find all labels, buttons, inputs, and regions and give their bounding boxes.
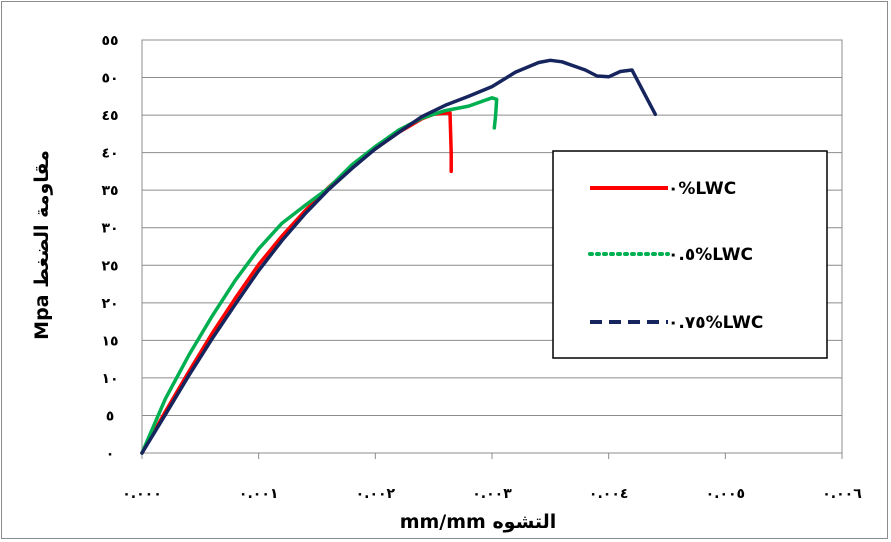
y-tick-label: ٣٠ <box>101 221 118 237</box>
y-tick-label: ٥٠ <box>101 71 118 87</box>
y-tick-label: ٢٠ <box>101 296 118 312</box>
y-axis-title: مقاومة الضغط Mpa <box>31 150 53 340</box>
x-tick-label: ٠.٠٠٢ <box>356 486 396 502</box>
y-tick-label: ٥ <box>106 408 115 424</box>
legend-label-1: ٠.٥%LWC <box>668 245 753 265</box>
y-axis-tick-labels: ٠ ٥ ١٠ ١٥ ٢٠ ٢٥ ٣٠ ٣٥ ٤٠ ٤٥ ٥٠ ٥٥ <box>101 33 118 462</box>
x-tick-label: ٠.٠٠٣ <box>472 486 512 502</box>
x-tick-label: ٠.٠٠١ <box>239 486 279 502</box>
x-axis-tick-labels: ٠.٠٠٠ ٠.٠٠١ ٠.٠٠٢ ٠.٠٠٣ ٠.٠٠٤ ٠.٠٠٥ ٠.٠٠٦ <box>122 486 862 502</box>
y-tick-label: ٥٥ <box>101 33 118 49</box>
y-tick-label: ٢٥ <box>101 258 118 274</box>
x-tick-label: ٠.٠٠٥ <box>706 486 746 502</box>
y-tick-label: ١٥ <box>101 333 118 349</box>
y-tick-label: ١٠ <box>101 371 118 387</box>
legend-label-2: ٠.٧٥%LWC <box>668 313 763 333</box>
x-tick-label: ٠.٠٠٠ <box>122 486 162 502</box>
x-tick-label: ٠.٠٠٦ <box>822 486 862 502</box>
legend: ٠%LWC ٠.٥%LWC ٠.٧٥%LWC <box>552 150 828 359</box>
series-lines <box>140 58 658 455</box>
y-tick-label: ٣٥ <box>101 183 118 199</box>
legend-label-0: ٠%LWC <box>668 179 736 199</box>
x-axis-ticks <box>141 453 843 459</box>
y-tick-label: ٠ <box>106 446 115 462</box>
series-line-2 <box>140 58 658 455</box>
x-axis-title: التشوه mm/mm <box>400 511 557 533</box>
series-line-1 <box>140 96 499 455</box>
y-tick-label: ٤٠ <box>101 146 118 162</box>
x-tick-label: ٠.٠٠٤ <box>589 486 629 502</box>
y-tick-label: ٤٥ <box>101 108 118 124</box>
